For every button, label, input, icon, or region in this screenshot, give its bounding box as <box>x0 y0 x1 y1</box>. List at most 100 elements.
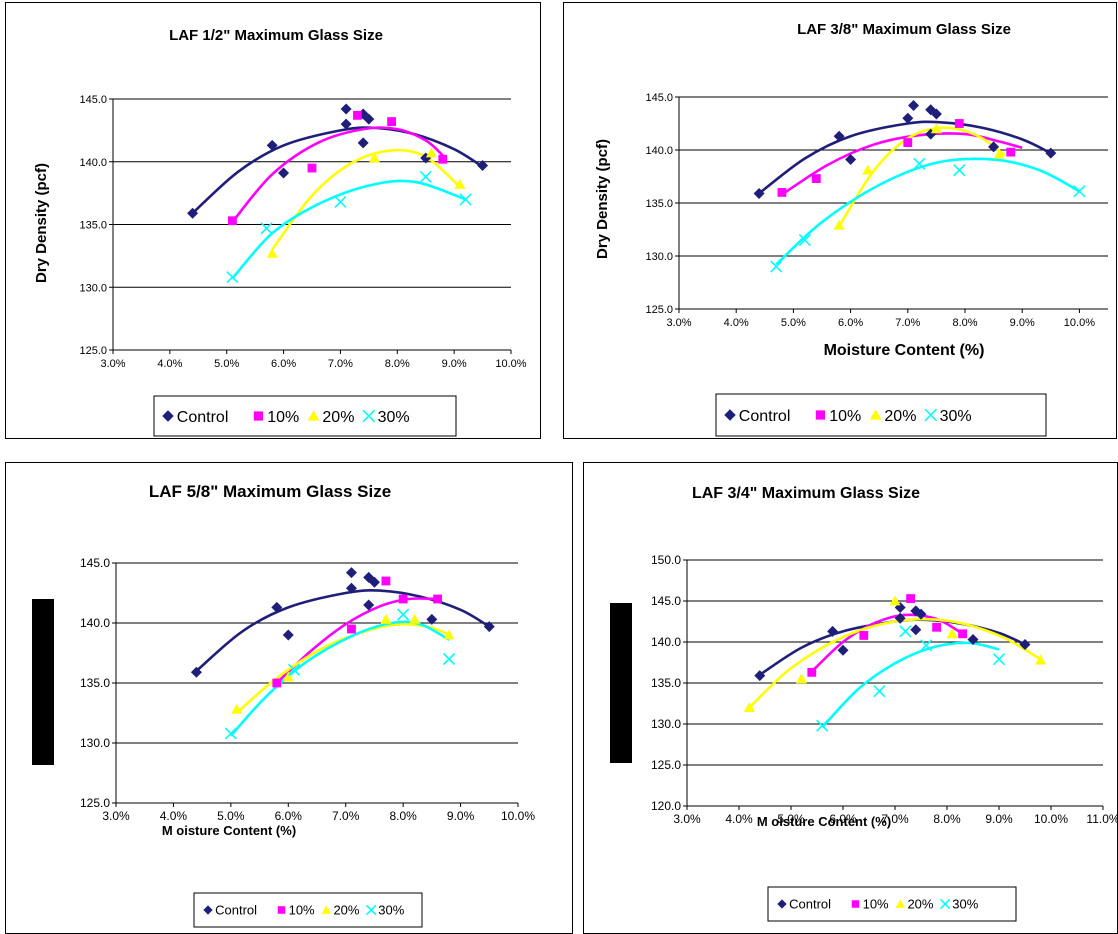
trendline-30pct <box>775 157 1081 266</box>
y-tick-label: 145.0 <box>645 92 673 104</box>
data-point-20pct <box>282 671 294 682</box>
data-point-10pct <box>387 117 396 126</box>
legend-label: Control <box>739 408 791 425</box>
data-point-control <box>902 112 914 124</box>
y-tick-label: 140.0 <box>645 145 673 157</box>
x-tick-label: 9.0% <box>985 812 1013 826</box>
legend <box>767 886 1017 922</box>
x-tick-label: 5.0% <box>217 809 245 823</box>
data-point-control <box>477 160 489 172</box>
legend-marker <box>924 408 938 422</box>
x-tick-label: 8.0% <box>389 809 417 823</box>
legend-label: 30% <box>378 903 404 918</box>
y-tick-label: 150.0 <box>651 553 681 567</box>
x-tick-label: 7.0% <box>328 358 353 370</box>
x-tick-label: 11.0% <box>1086 812 1117 826</box>
data-point-control <box>340 118 352 130</box>
data-point-20pct <box>1035 654 1047 665</box>
x-tick-label: 6.0% <box>829 812 857 826</box>
y-tick-label: 135.0 <box>651 676 681 690</box>
data-point-30pct <box>287 663 301 676</box>
data-point-control <box>827 625 839 637</box>
data-point-control <box>833 130 845 142</box>
y-axis-label: Dry Density (pcf) <box>33 163 50 283</box>
data-point-control <box>282 629 294 641</box>
x-tick-label: 8.0% <box>933 812 961 826</box>
data-point-20pct <box>833 219 845 230</box>
legend <box>193 892 423 928</box>
x-tick-label: 3.0% <box>673 812 701 826</box>
data-point-30pct <box>798 234 811 247</box>
chart-laf-five-eighths-inch: LAF 5/8" Maximum Glass Size 125.0 130.0 135… <box>32 482 535 928</box>
data-point-30pct <box>443 652 456 666</box>
trendline-10pct <box>231 126 444 223</box>
y-tick-label: 125.0 <box>80 796 110 810</box>
legend-marker <box>203 905 213 915</box>
data-point-30pct <box>397 608 410 621</box>
legend-marker <box>307 410 320 421</box>
legend-marker <box>277 906 286 914</box>
data-point-10pct <box>954 119 964 128</box>
data-point-control <box>340 103 352 115</box>
data-point-control <box>845 154 857 166</box>
data-point-control <box>345 582 357 594</box>
y-tick-label: 120.0 <box>651 799 681 813</box>
data-point-control <box>345 567 357 579</box>
data-point-20pct <box>993 148 1005 159</box>
data-point-10pct <box>807 667 817 677</box>
legend-label: Control <box>215 903 257 918</box>
data-point-10pct <box>272 678 282 688</box>
chart-panel-3: LAF 5/8" Maximum Glass Size 125.0 130.0 135… <box>5 462 573 934</box>
data-point-20pct <box>409 613 421 624</box>
data-point-30pct <box>226 271 239 284</box>
y-tick-label: 130.0 <box>651 717 681 731</box>
y-tick-label: 125.0 <box>645 304 673 316</box>
x-tick-label: 9.0% <box>447 809 475 823</box>
y-tick-label: 135.0 <box>645 198 673 210</box>
data-point-control <box>1045 147 1057 159</box>
x-tick-label: 9.0% <box>442 358 467 370</box>
data-point-control <box>754 670 766 682</box>
data-point-30pct <box>920 639 933 652</box>
legend-label: 30% <box>940 408 972 425</box>
data-point-30pct <box>816 719 829 732</box>
data-point-10pct <box>228 216 237 226</box>
data-point-20pct <box>795 673 807 684</box>
data-point-30pct <box>992 653 1006 666</box>
x-tick-label: 6.0% <box>271 358 296 370</box>
x-tick-label: 9.0% <box>1010 317 1035 329</box>
data-point-30pct <box>1073 185 1086 198</box>
y-axis-label: Dry Density (pcf) <box>594 139 611 259</box>
data-point-10pct <box>958 629 967 639</box>
trendline-30pct <box>231 179 466 280</box>
legend-label: 10% <box>267 409 299 426</box>
x-tick-label: 10.0% <box>495 358 526 370</box>
x-tick-label: 6.0% <box>275 809 303 823</box>
data-point-10pct <box>438 154 448 164</box>
legend-label: 30% <box>378 409 410 426</box>
data-point-control <box>426 613 438 625</box>
chart-title: LAF 1/2" Maximum Glass Size <box>169 27 383 44</box>
data-point-control <box>271 601 283 613</box>
trendline-30pct <box>229 620 450 737</box>
legend-marker <box>869 409 882 420</box>
data-point-control <box>894 612 906 624</box>
trendline-control <box>758 120 1052 195</box>
data-point-20pct <box>454 178 466 189</box>
legend-label: 30% <box>952 897 978 912</box>
data-point-10pct <box>906 594 915 603</box>
data-point-control <box>266 139 278 151</box>
x-tick-label: 10.0% <box>1034 812 1068 826</box>
trendline-30pct <box>821 641 1000 729</box>
data-point-control <box>483 621 495 633</box>
data-point-30pct <box>873 685 886 698</box>
legend-marker <box>253 411 264 421</box>
x-axis-label: Moisture Content (%) <box>824 342 985 359</box>
legend <box>715 393 1047 437</box>
legend-label: 10% <box>289 903 315 918</box>
x-axis-label: M oisture Content (%) <box>757 814 891 829</box>
x-tick-label: 5.0% <box>777 812 805 826</box>
legend-label: Control <box>177 409 229 426</box>
legend-label: 10% <box>829 408 861 425</box>
legend <box>153 395 457 437</box>
